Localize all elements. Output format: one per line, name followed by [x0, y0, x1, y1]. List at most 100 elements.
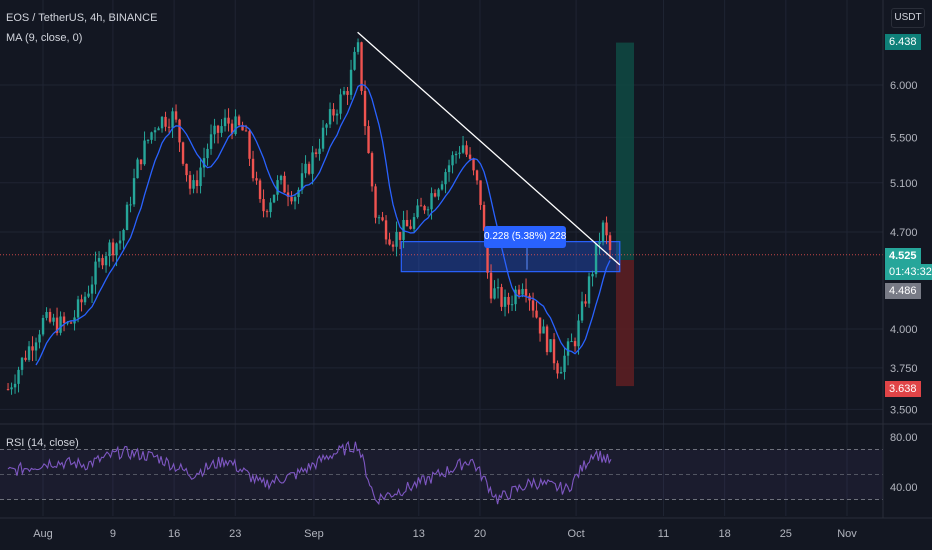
stop-price-badge: 3.638 [885, 381, 921, 397]
ma-line [35, 83, 611, 366]
candle-body [531, 300, 535, 311]
candle-body [244, 130, 248, 132]
candle-body [500, 287, 503, 307]
candle-body [559, 372, 563, 374]
candle-body [220, 126, 223, 133]
candle-body [255, 178, 258, 181]
candle-body [594, 244, 598, 275]
candle-body [97, 258, 101, 262]
candle-body [521, 288, 524, 295]
candlestick-series [6, 38, 612, 395]
candle-body [332, 109, 335, 116]
candle-body [367, 126, 370, 154]
candle-body [461, 145, 465, 153]
candle-body [216, 125, 220, 133]
candle-body [577, 320, 580, 347]
price-tick-label: 4.000 [890, 324, 918, 336]
candle-body [496, 287, 500, 289]
measure-label[interactable]: 0.228 (5.38%) 228 [484, 226, 566, 248]
candle-body [549, 339, 552, 353]
candle-body [34, 342, 38, 351]
candle-body [24, 357, 27, 360]
candle-body [195, 180, 199, 187]
candle-body [276, 180, 279, 195]
candle-body [412, 217, 416, 229]
candle-body [570, 341, 573, 343]
candle-body [153, 130, 157, 133]
candle-body [258, 180, 262, 200]
candle-body [132, 178, 136, 205]
candle-body [465, 145, 468, 155]
currency-button[interactable]: USDT [891, 8, 925, 28]
candle-body [248, 131, 251, 159]
candle-body [384, 220, 388, 240]
time-tick-label: 11 [658, 528, 669, 540]
candle-body [185, 163, 188, 176]
candle-body [178, 119, 181, 143]
candle-body [563, 355, 566, 373]
candle-body [160, 116, 164, 129]
candle-body [398, 231, 402, 240]
candle-body [440, 184, 444, 190]
candle-body [83, 296, 87, 303]
candle-body [405, 219, 409, 227]
ma-legend[interactable]: MA (9, close, 0) [6, 32, 83, 44]
candle-body [66, 322, 69, 324]
candle-body [209, 134, 213, 149]
time-tick-label: 18 [719, 528, 731, 540]
candle-body [356, 42, 360, 52]
candle-body [31, 346, 34, 351]
candle-body [307, 163, 311, 174]
candle-body [111, 242, 115, 256]
candle-body [265, 211, 269, 213]
candle-body [304, 163, 307, 174]
candle-body [230, 123, 234, 135]
candle-body [300, 173, 304, 190]
time-tick-label: 13 [413, 528, 425, 540]
candle-body [181, 142, 185, 164]
grid [0, 0, 883, 516]
candle-body [115, 243, 118, 256]
candle-body [388, 239, 391, 245]
time-tick-label: 16 [168, 528, 180, 540]
candle-body [52, 317, 55, 322]
candle-body [538, 317, 542, 334]
candle-body [444, 172, 447, 185]
symbol-title[interactable]: EOS / TetherUS, 4h, BINANCE [6, 12, 158, 24]
candle-body [213, 125, 216, 135]
candle-body [150, 132, 153, 140]
candle-body [472, 158, 475, 171]
candle-body [353, 51, 356, 70]
candle-body [223, 117, 227, 127]
overlay-drawings[interactable] [357, 31, 621, 266]
candle-body [108, 242, 111, 257]
candle-body [374, 186, 377, 218]
candle-body [237, 116, 241, 126]
candle-body [587, 276, 591, 304]
candle-body [370, 153, 374, 187]
candle-body [94, 261, 97, 285]
countdown-badge: 01:43:32 [885, 264, 932, 280]
candle-body [545, 326, 549, 353]
candle-body [363, 90, 367, 127]
rsi-legend[interactable]: RSI (14, close) [6, 437, 79, 449]
candle-body [311, 152, 314, 174]
candle-body [167, 126, 171, 128]
candle-body [591, 274, 594, 277]
candle-body [556, 363, 559, 374]
candle-body [339, 94, 342, 114]
candle-body [283, 175, 286, 193]
candle-body [45, 311, 48, 318]
candle-body [395, 231, 398, 247]
candle-body [234, 116, 237, 135]
candle-body [454, 153, 458, 156]
candle-body [426, 209, 430, 211]
candle-body [475, 170, 479, 181]
candle-body [580, 301, 584, 321]
candle-body [87, 293, 90, 297]
candle-body [566, 341, 570, 356]
candle-body [17, 369, 20, 384]
price-tick-label: 5.100 [890, 178, 918, 190]
candle-body [489, 272, 493, 299]
